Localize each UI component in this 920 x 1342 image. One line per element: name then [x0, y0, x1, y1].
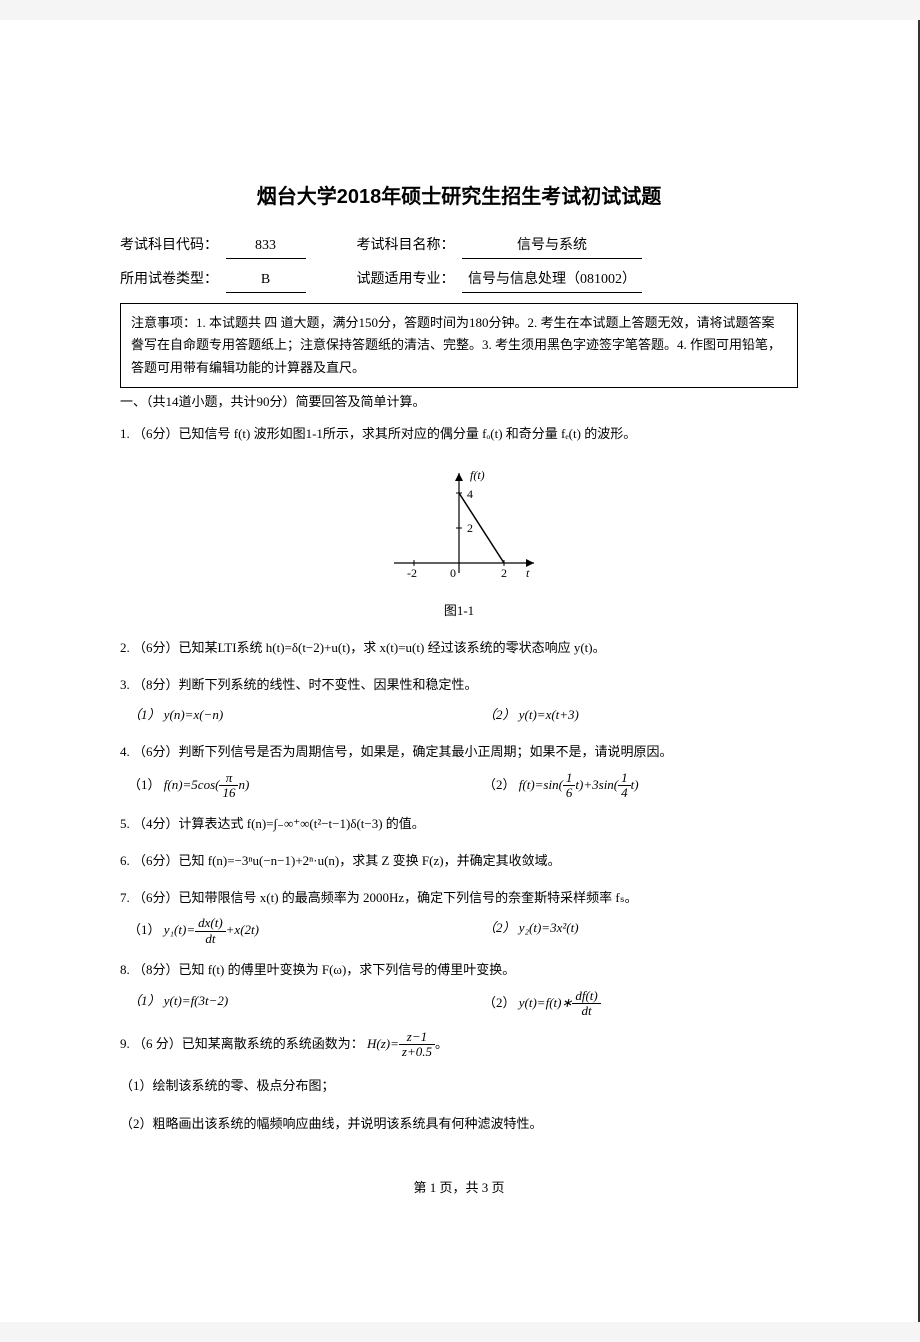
- fig-x1: -2: [407, 566, 417, 580]
- q4-sub1: （1） f(n)=5cos(π16n): [128, 771, 443, 801]
- question-1: 1. （6分）已知信号 f(t) 波形如图1-1所示，求其所对应的偶分量 fₒ(…: [120, 422, 798, 623]
- q7-sub1: （1） y₁(t)=dx(t)dt+x(2t): [128, 916, 443, 946]
- q9-sub2: （2）粗略画出该系统的幅频响应曲线，并说明该系统具有何种滤波特性。: [120, 1112, 798, 1137]
- q4-sub2: （2） f(t)=sin(16t)+3sin(14t): [483, 771, 798, 801]
- question-5: 5. （4分）计算表达式 f(n)=∫₋∞⁺∞(t²−t−1)δ(t−3) 的值…: [120, 812, 798, 837]
- q4-text: 4. （6分）判断下列信号是否为周期信号，如果是，确定其最小正周期；如果不是，请…: [120, 744, 673, 759]
- figure-1-1: f(t) t 4 2 -2 0 2 图1-1: [120, 463, 798, 624]
- major-value: 信号与信息处理（081002）: [462, 267, 642, 293]
- page-title: 烟台大学2018年硕士研究生招生考试初试试题: [120, 180, 798, 209]
- page-number: 第 1 页，共 3 页: [120, 1177, 798, 1196]
- section-heading: 一、（共14道小题，共计90分）简要回答及简单计算。: [120, 392, 798, 413]
- major-label: 试题适用专业：: [357, 272, 455, 287]
- question-7: 7. （6分）已知带限信号 x(t) 的最高频率为 2000Hz，确定下列信号的…: [120, 886, 798, 946]
- q3-sub2: （2） y(t)=x(t+3): [483, 703, 798, 728]
- name-value: 信号与系统: [462, 233, 642, 259]
- exam-page: 烟台大学2018年硕士研究生招生考试初试试题 考试科目代码： 833 考试科目名…: [0, 20, 920, 1322]
- fig-ylabel: f(t): [470, 468, 485, 482]
- meta-row-1: 考试科目代码： 833 考试科目名称： 信号与系统: [120, 233, 798, 259]
- question-6: 6. （6分）已知 f(n)=−3ⁿu(−n−1)+2ⁿ·u(n)，求其 Z 变…: [120, 849, 798, 874]
- q1-text: 1. （6分）已知信号 f(t) 波形如图1-1所示，求其所对应的偶分量 fₒ(…: [120, 426, 636, 441]
- question-9: 9. （6 分）已知某离散系统的系统函数为： H(z)=z−1z+0.5。 （1…: [120, 1030, 798, 1137]
- q3-text: 3. （8分）判断下列系统的线性、时不变性、因果性和稳定性。: [120, 677, 478, 692]
- name-label: 考试科目名称：: [357, 238, 455, 253]
- paper-type-label: 所用试卷类型：: [120, 272, 218, 287]
- notice-box: 注意事项：1. 本试题共 四 道大题，满分150分，答题时间为180分钟。2. …: [120, 303, 798, 387]
- fig-x3: 2: [501, 566, 507, 580]
- q8-sub2: （2） y(t)=f(t)∗df(t)dt: [483, 989, 798, 1019]
- fig-y2: 2: [467, 521, 473, 535]
- figure-svg: f(t) t 4 2 -2 0 2: [374, 463, 544, 593]
- fig-x2: 0: [450, 566, 456, 580]
- q3-sub1: （1） y(n)=x(−n): [128, 703, 443, 728]
- q8-text: 8. （8分）已知 f(t) 的傅里叶变换为 F(ω)，求下列信号的傅里叶变换。: [120, 962, 515, 977]
- question-4: 4. （6分）判断下列信号是否为周期信号，如果是，确定其最小正周期；如果不是，请…: [120, 740, 798, 800]
- fig-y1: 4: [467, 487, 473, 501]
- code-value: 833: [226, 233, 306, 259]
- figure-caption: 图1-1: [444, 599, 474, 624]
- q7-text: 7. （6分）已知带限信号 x(t) 的最高频率为 2000Hz，确定下列信号的…: [120, 890, 638, 905]
- question-8: 8. （8分）已知 f(t) 的傅里叶变换为 F(ω)，求下列信号的傅里叶变换。…: [120, 958, 798, 1018]
- meta-row-2: 所用试卷类型： B 试题适用专业： 信号与信息处理（081002）: [120, 267, 798, 293]
- fig-xlabel: t: [526, 566, 530, 580]
- q9-sub1: （1）绘制该系统的零、极点分布图；: [120, 1074, 798, 1099]
- q7-sub2: （2） y₂(t)=3x²(t): [483, 916, 798, 946]
- question-3: 3. （8分）判断下列系统的线性、时不变性、因果性和稳定性。 （1） y(n)=…: [120, 673, 798, 728]
- q9-text: 9. （6 分）已知某离散系统的系统函数为：: [120, 1036, 364, 1051]
- paper-type-value: B: [226, 267, 306, 293]
- code-label: 考试科目代码：: [120, 238, 218, 253]
- q8-sub1: （1） y(t)=f(3t−2): [128, 989, 443, 1019]
- question-2: 2. （6分）已知某LTI系统 h(t)=δ(t−2)+u(t)，求 x(t)=…: [120, 636, 798, 661]
